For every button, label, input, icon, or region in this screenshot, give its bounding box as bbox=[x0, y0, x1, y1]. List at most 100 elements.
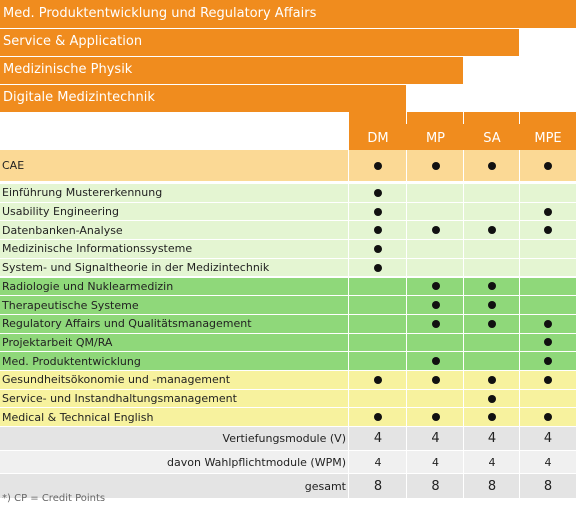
module-cell-mpe bbox=[520, 371, 576, 389]
module-cell-sa bbox=[464, 352, 520, 370]
module-cell-dm bbox=[349, 240, 407, 258]
module-cell-sa bbox=[464, 240, 520, 258]
bullet-dot bbox=[488, 161, 496, 170]
track-header-3: Medizinische Physik bbox=[0, 56, 464, 84]
bullet-dot bbox=[374, 244, 382, 253]
module-cell-sa bbox=[464, 296, 520, 314]
summary-value-mpe: 8 bbox=[543, 478, 553, 494]
column-separator bbox=[519, 150, 520, 500]
bullet-dot bbox=[544, 161, 552, 170]
module-cell-mp bbox=[407, 259, 464, 277]
module-cell-mpe bbox=[520, 408, 576, 426]
bullet-dot bbox=[488, 394, 496, 403]
bullet-dot bbox=[544, 319, 552, 328]
module-row: Radiologie und Nuklearmedizin bbox=[0, 277, 576, 297]
bullet-dot bbox=[374, 207, 382, 216]
module-row: Service- und Instandhaltungsmanagement bbox=[0, 389, 576, 409]
bullet-dot bbox=[544, 413, 552, 422]
module-cell-mp bbox=[407, 296, 464, 314]
module-cell-dm bbox=[349, 296, 407, 314]
module-cell-dm bbox=[349, 352, 407, 370]
module-cell-mp bbox=[407, 390, 464, 408]
module-cell-mpe bbox=[520, 184, 576, 202]
module-name: Einführung Mustererkennung bbox=[2, 186, 163, 200]
label-header-blank bbox=[0, 112, 349, 150]
module-name: CAE bbox=[2, 159, 25, 172]
module-name: Therapeutische Systeme bbox=[2, 298, 139, 312]
module-cell-sa bbox=[464, 203, 520, 221]
bullet-dot bbox=[374, 161, 382, 170]
module-name: Datenbanken-Analyse bbox=[2, 223, 123, 237]
bullet-dot bbox=[544, 338, 552, 347]
module-cell-mpe bbox=[520, 296, 576, 314]
column-header-sa: SA bbox=[464, 124, 520, 150]
module-row: Regulatory Affairs und Qualitätsmanageme… bbox=[0, 314, 576, 334]
module-name: Usability Engineering bbox=[2, 205, 119, 219]
module-name: Gesundheitsökonomie und -management bbox=[2, 373, 231, 387]
bullet-dot bbox=[544, 226, 552, 235]
module-cell-dm bbox=[349, 390, 407, 408]
module-row: Medical & Technical English bbox=[0, 408, 576, 428]
module-row: Medizinische Informationssysteme bbox=[0, 240, 576, 259]
module-cell-mp bbox=[407, 408, 464, 426]
bullet-dot bbox=[431, 375, 440, 384]
track-bracket-2 bbox=[0, 56, 464, 150]
summary-value-mpe: 4 bbox=[543, 431, 553, 447]
bullet-dot bbox=[431, 161, 440, 170]
module-cell-sa bbox=[464, 278, 520, 296]
bullet-dot bbox=[488, 282, 496, 291]
module-row: System- und Signaltheorie in der Medizin… bbox=[0, 258, 576, 278]
module-row: CAE bbox=[0, 150, 576, 182]
module-cell-mpe bbox=[520, 352, 576, 370]
module-cell-mp bbox=[407, 203, 464, 221]
module-cell-mp bbox=[407, 240, 464, 258]
column-header-mp: MP bbox=[407, 124, 464, 150]
bullet-dot bbox=[488, 375, 496, 384]
module-cell-sa bbox=[464, 221, 520, 239]
module-cell-mpe bbox=[520, 259, 576, 277]
module-name: Medizinische Informationssysteme bbox=[2, 242, 193, 256]
module-name: System- und Signaltheorie in der Medizin… bbox=[2, 261, 270, 275]
module-name: Projektarbeit QM/RA bbox=[2, 335, 113, 349]
module-cell-mp bbox=[407, 278, 464, 296]
module-cell-sa bbox=[464, 259, 520, 277]
track-header-1: Med. Produktentwicklung und Regulatory A… bbox=[0, 0, 576, 28]
module-cell-sa bbox=[464, 184, 520, 202]
summary-value-mp: 8 bbox=[431, 478, 440, 494]
module-cell-sa bbox=[464, 371, 520, 389]
track-bracket-1 bbox=[0, 28, 520, 150]
summary-value-dm: 8 bbox=[373, 478, 383, 494]
bullet-dot bbox=[544, 207, 552, 216]
module-cell-dm bbox=[349, 408, 407, 426]
summary-label: Vertiefungsmodule (V) bbox=[222, 432, 346, 446]
module-cell-dm bbox=[349, 334, 407, 352]
module-cell-dm bbox=[349, 150, 407, 181]
summary-value-dm: 4 bbox=[373, 431, 383, 447]
bullet-dot bbox=[544, 357, 552, 366]
module-cell-sa bbox=[464, 334, 520, 352]
module-row: Gesundheitsökonomie und -management bbox=[0, 371, 576, 390]
column-header-dm: DM bbox=[349, 124, 407, 150]
module-cell-mp bbox=[407, 352, 464, 370]
module-cell-sa bbox=[464, 150, 520, 181]
bullet-dot bbox=[374, 188, 382, 197]
module-name: Regulatory Affairs und Qualitätsmanageme… bbox=[2, 317, 252, 331]
module-cell-mp bbox=[407, 315, 464, 333]
summary-value-sa: 4 bbox=[488, 455, 496, 469]
module-cell-dm bbox=[349, 315, 407, 333]
bullet-dot bbox=[431, 282, 440, 291]
module-row: Usability Engineering bbox=[0, 202, 576, 222]
summary-value-sa: 4 bbox=[487, 431, 497, 447]
module-cell-dm bbox=[349, 184, 407, 202]
bullet-dot bbox=[431, 301, 440, 310]
bullet-dot bbox=[374, 263, 382, 272]
module-cell-mpe bbox=[520, 278, 576, 296]
bullet-dot bbox=[431, 319, 440, 328]
module-cell-mpe bbox=[520, 315, 576, 333]
module-name: Med. Produktentwicklung bbox=[2, 354, 141, 368]
module-cell-mpe bbox=[520, 150, 576, 181]
summary-value-mpe: 4 bbox=[544, 455, 552, 469]
column-separator bbox=[406, 150, 407, 500]
track-header-4: Digitale Medizintechnik bbox=[0, 84, 407, 112]
